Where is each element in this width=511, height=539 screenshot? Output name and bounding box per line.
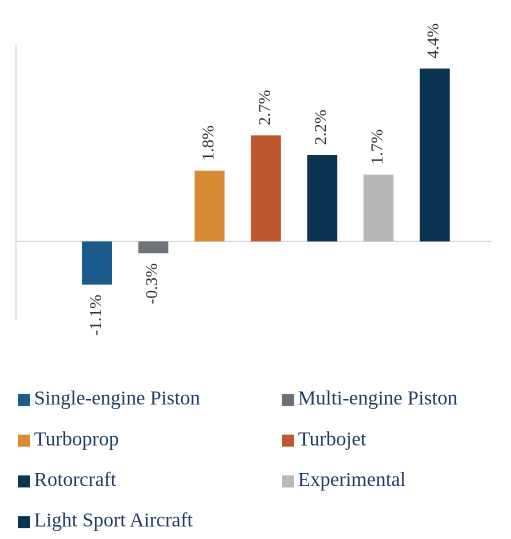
legend-label: Experimental (298, 469, 406, 491)
legend-label: Turboprop (34, 428, 119, 450)
bar (307, 155, 338, 242)
bar (250, 135, 281, 242)
legend-label: Multi-engine Piston (298, 388, 457, 410)
legend-swatch (18, 475, 30, 488)
value-label: -1.1% (86, 295, 105, 336)
value-label: 2.7% (255, 90, 274, 125)
value-label: 2.2% (311, 110, 330, 145)
value-label: 1.7% (367, 129, 386, 164)
legend-swatch (282, 434, 294, 447)
bar (194, 170, 225, 242)
value-label: 4.4% (424, 23, 443, 58)
legend-label: Rotorcraft (34, 469, 117, 491)
bar (82, 241, 112, 285)
value-label: 1.8% (199, 125, 218, 160)
legend-swatch (18, 434, 30, 447)
legend-swatch (282, 394, 294, 406)
bar (138, 241, 169, 254)
legend-swatch (282, 475, 294, 488)
legend-label: Light Sport Aircraft (34, 510, 193, 532)
legend-swatch (18, 516, 30, 529)
bar (363, 174, 394, 242)
value-label: -0.3% (142, 263, 161, 304)
legend-label: Turbojet (298, 428, 367, 450)
legend-label: Single-engine Piston (34, 388, 200, 410)
bar (419, 68, 450, 242)
legend-swatch (18, 394, 30, 406)
